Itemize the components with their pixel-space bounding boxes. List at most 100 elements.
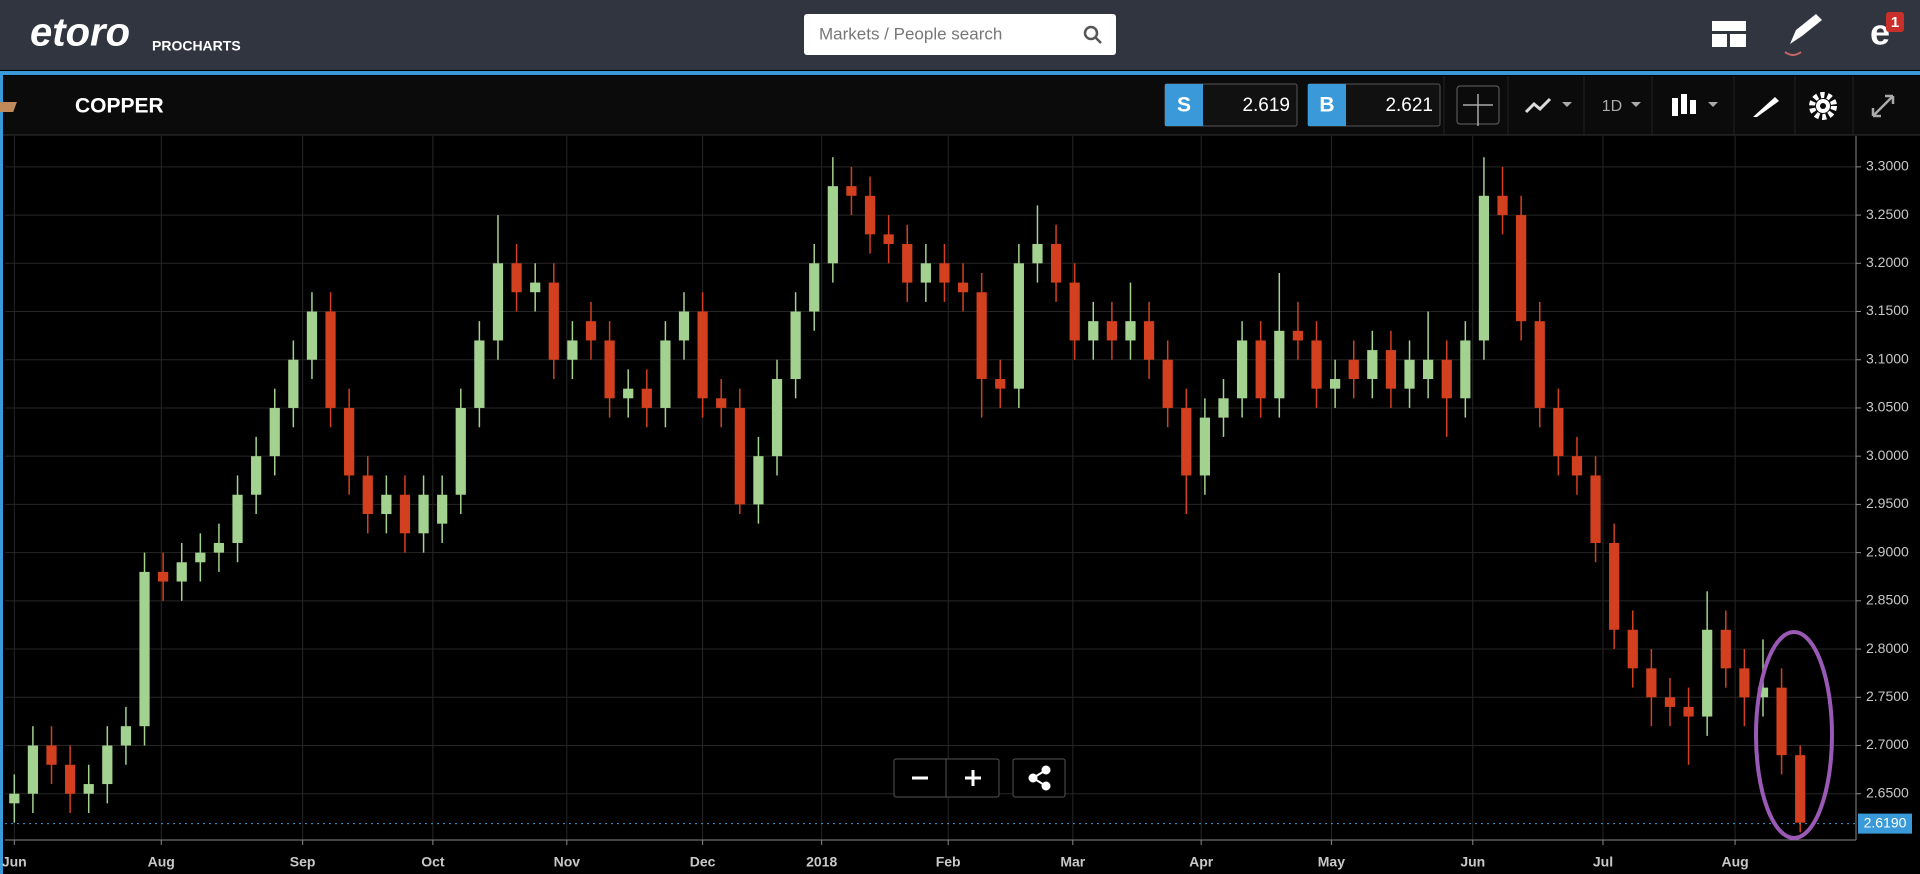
candle-body [251, 456, 262, 495]
candle-body [102, 745, 113, 785]
candle-body [1795, 755, 1806, 823]
x-tick-label: Mar [1060, 854, 1085, 870]
layout-icon[interactable] [1712, 21, 1746, 47]
candle-body [1181, 407, 1192, 476]
x-tick-label: Aug [1721, 854, 1748, 870]
candle-body [1088, 321, 1099, 341]
dropdown-arrow [1631, 102, 1641, 107]
logo[interactable]: etoro [30, 11, 130, 55]
candle-body [1497, 195, 1508, 216]
candle-body [64, 764, 76, 794]
candle-body [213, 542, 225, 553]
candle-body [1460, 340, 1471, 399]
candle-body [1664, 697, 1676, 707]
candle-body [716, 398, 727, 408]
candle-body [1478, 195, 1490, 341]
share-icon [1028, 765, 1051, 791]
candle-body [827, 186, 838, 264]
candle-body [1571, 456, 1583, 476]
candle-body [660, 340, 671, 408]
candle-body [288, 359, 299, 408]
zoom-in-button[interactable] [965, 770, 981, 786]
candle-body [567, 340, 578, 360]
settings-button[interactable] [1809, 92, 1837, 120]
candle-body [1106, 321, 1117, 341]
candle-body [195, 552, 206, 563]
search-box[interactable] [804, 14, 1116, 55]
y-tick-label: 3.1000 [1866, 350, 1909, 366]
edit-icon[interactable] [1784, 14, 1822, 56]
x-tick-label: Aug [148, 854, 175, 870]
x-tick-label: Apr [1189, 854, 1214, 870]
y-tick-label: 2.8000 [1866, 640, 1909, 656]
last-price-label: 2.6190 [1864, 814, 1907, 830]
candle-body [1516, 215, 1527, 322]
candle-body [1776, 687, 1787, 756]
candle-body [1050, 244, 1062, 283]
candle-body [1143, 321, 1155, 360]
candle-body [641, 388, 652, 408]
candle-body [9, 793, 20, 804]
candle-body [1627, 629, 1638, 669]
crosshair-icon [1463, 94, 1493, 126]
candle-body [1646, 668, 1657, 698]
candle-body [1423, 359, 1434, 380]
candle-body [734, 407, 745, 505]
candle-body [1702, 629, 1713, 717]
search-icon[interactable] [1083, 25, 1102, 44]
notification-badge[interactable] [1886, 12, 1904, 32]
candle-body [604, 340, 615, 399]
x-tick-label: Sep [290, 854, 316, 870]
candle-body [120, 726, 132, 746]
accent-line [0, 71, 1920, 75]
instrument-icon [0, 102, 17, 112]
candle-body [1348, 359, 1359, 380]
x-tick-label: Nov [554, 854, 581, 870]
candle-body [809, 263, 820, 312]
x-tick-label: Dec [690, 854, 716, 870]
left-border [0, 75, 3, 874]
candle-body [1069, 282, 1080, 341]
candle-body [1553, 407, 1564, 457]
x-tick-label: Jun [1460, 854, 1485, 870]
last-price-tag [1858, 813, 1912, 834]
candle-body [846, 186, 857, 196]
candle-body [1255, 340, 1266, 399]
candle-body [455, 407, 466, 495]
y-tick-label: 2.7000 [1866, 736, 1909, 752]
x-tick-label: Jul [1593, 854, 1613, 870]
candle-body [492, 263, 504, 341]
chart-type-button[interactable] [1672, 94, 1696, 116]
sell-price: 2.619 [1242, 95, 1290, 116]
candle-body [902, 244, 913, 283]
share-button[interactable] [1012, 758, 1066, 798]
candle-body [1683, 706, 1694, 717]
indicators-button[interactable] [1524, 97, 1552, 114]
candle-body [362, 475, 373, 515]
candle-body [864, 195, 876, 235]
buy-tag [1308, 84, 1346, 126]
candle-body [753, 456, 764, 505]
candle-body [1720, 629, 1731, 669]
candle-body [1367, 350, 1378, 380]
highlight-ellipse [1754, 630, 1834, 840]
product-name: PROCHARTS [152, 38, 241, 54]
candle-body [232, 494, 243, 543]
candle-body [771, 379, 783, 457]
y-tick-label: 3.2500 [1866, 206, 1909, 222]
dropdown-arrow [1562, 102, 1572, 107]
x-tick-label: Jun [2, 854, 27, 870]
candle-body [1739, 668, 1750, 698]
candle-body [697, 311, 708, 399]
drawing-button[interactable] [1753, 97, 1779, 117]
candle-body [158, 571, 169, 582]
profile-icon[interactable]: e [1870, 12, 1890, 53]
candle-body [1404, 359, 1415, 389]
interval-button[interactable]: 1D [1602, 98, 1622, 115]
candle-body [1757, 687, 1769, 698]
plot-background [5, 136, 1856, 840]
fullscreen-button[interactable] [1871, 94, 1895, 118]
candle-body [83, 784, 94, 794]
candle-body [511, 263, 522, 293]
